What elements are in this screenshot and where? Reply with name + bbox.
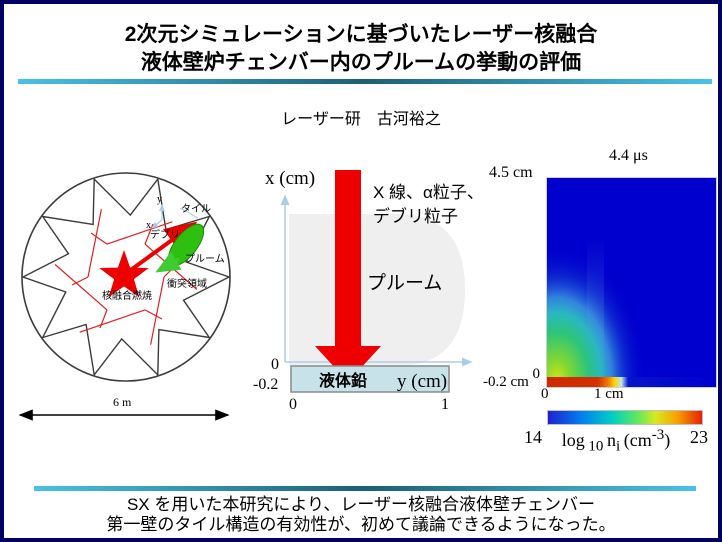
debris-label: デブリ (150, 228, 180, 241)
chamber-x-label: x (146, 220, 151, 231)
beam-label-line1: X 線、α粒子、 (373, 183, 484, 202)
heatmap-tick-0: 0 (541, 386, 549, 402)
heatmap-image (452, 178, 716, 533)
chamber-diagram: y タイル x デブリ プルーム 衝突領域 核融合燃焼 6 m (18, 172, 231, 421)
colorbar-min: 14 (524, 427, 542, 447)
conclusion-line-2: 第一壁のタイル構造の有効性が、初めて議論できるようになった。 (106, 515, 616, 534)
heatmap-frame (452, 177, 717, 533)
chamber-scale-label: 6 m (113, 395, 132, 409)
surface-zero-label: 0 (532, 366, 541, 382)
collision-region-label: 衝突領域 (167, 277, 207, 290)
conclusion-text: SX を用いた本研究により、レーザー核融合液体壁チェンバー 第一壁のタイル構造の… (4, 495, 718, 535)
colorbar-scale-row: 14 log 10 ni (cm-3) 23 (524, 427, 708, 456)
author-line: レーザー研 古河裕之 (281, 111, 441, 128)
height-label: 4.5 cm (489, 164, 533, 181)
plume-text-label: プルーム (367, 272, 442, 294)
liquid-lead-label: 液体鉛 (319, 371, 367, 390)
density-heatmap-panel: 4.4 μs 4.5 cm (452, 144, 718, 533)
time-label: 4.4 μs (609, 147, 648, 164)
footer-divider-line (34, 486, 696, 491)
fusion-burn-star (99, 250, 149, 297)
plume-label: プルーム (185, 253, 225, 265)
conclusion-line-1: SX を用いた本研究により、レーザー核融合液体壁チェンバー (126, 495, 596, 514)
beam-label-line2: デブリ粒子 (373, 206, 458, 226)
y-axis-label: y (cm) (397, 371, 447, 392)
y-tick-0: 0 (289, 396, 297, 413)
tile-teeth-outline (21, 177, 231, 377)
tile-label: タイル (181, 203, 211, 215)
plume-region-shape (289, 214, 465, 366)
beam-arrow (315, 170, 381, 382)
debris-spray-lines (54, 209, 198, 345)
title-line-2: 液体壁炉チェンバー内のプルームの挙動の評価 (140, 51, 582, 74)
plume-expansion-arrow (155, 251, 182, 273)
chamber-y-label: y (157, 194, 162, 205)
heatmap-lead-strip (547, 377, 716, 387)
depth-label: -0.2 cm (483, 374, 529, 390)
title-line-1: 2次元シミュレーションに基づいたレーザー核融合 (124, 23, 598, 46)
colorbar (547, 410, 703, 425)
colorbar-max: 23 (690, 427, 708, 447)
x-origin-label: 0 (271, 356, 279, 373)
x-axis-label: x (cm) (265, 168, 315, 189)
y-tick-1: 1 (441, 396, 449, 413)
liquid-lead-slab (290, 365, 450, 393)
slide-title: 2次元シミュレーションに基づいたレーザー核融合 液体壁炉チェンバー内のプルームの… (4, 21, 718, 77)
local-axes (151, 203, 199, 229)
x-min-label: -0.2 (253, 376, 278, 393)
fusion-burn-label: 核融合燃焼 (102, 289, 152, 302)
title-divider-line (18, 79, 712, 84)
simulation-setup-diagram: x (cm) X 線、α粒子、 デブリ粒子 プルーム 液体鉛 0 -0.2 0 … (253, 168, 484, 413)
heatmap-tick-1cm: 1 cm (594, 386, 624, 402)
colorbar-formula: log 10 ni (cm-3) (561, 427, 671, 455)
